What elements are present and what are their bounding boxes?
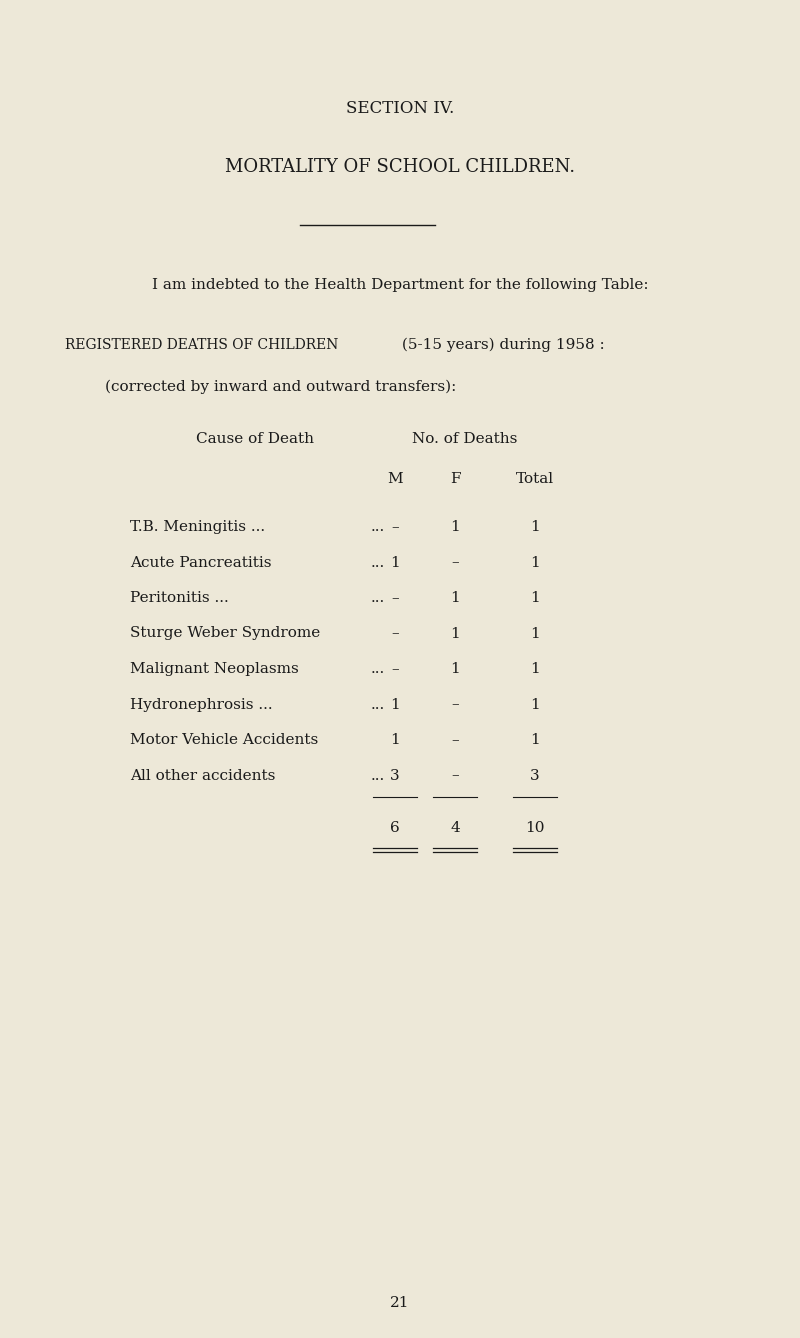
Text: ...: ... xyxy=(370,697,385,712)
Text: –: – xyxy=(451,768,459,783)
Text: All other accidents: All other accidents xyxy=(130,768,275,783)
Text: F: F xyxy=(450,472,460,486)
Text: 6: 6 xyxy=(390,822,400,835)
Text: Sturge Weber Syndrome: Sturge Weber Syndrome xyxy=(130,626,320,641)
Text: –: – xyxy=(451,733,459,747)
Text: REGISTERED DEATHS OF CHILDREN: REGISTERED DEATHS OF CHILDREN xyxy=(65,339,338,352)
Text: Total: Total xyxy=(516,472,554,486)
Text: (corrected by inward and outward transfers):: (corrected by inward and outward transfe… xyxy=(105,380,456,395)
Text: 1: 1 xyxy=(450,520,460,534)
Text: Hydronephrosis ...: Hydronephrosis ... xyxy=(130,697,273,712)
Text: 4: 4 xyxy=(450,822,460,835)
Text: 1: 1 xyxy=(530,697,540,712)
Text: 1: 1 xyxy=(530,591,540,605)
Text: Malignant Neoplasms: Malignant Neoplasms xyxy=(130,662,298,676)
Text: –: – xyxy=(451,555,459,570)
Text: I am indebted to the Health Department for the following Table:: I am indebted to the Health Department f… xyxy=(152,278,648,292)
Text: –: – xyxy=(451,697,459,712)
Text: Peritonitis ...: Peritonitis ... xyxy=(130,591,229,605)
Text: 3: 3 xyxy=(390,768,400,783)
Text: 10: 10 xyxy=(526,822,545,835)
Text: 1: 1 xyxy=(390,733,400,747)
Text: –: – xyxy=(391,591,399,605)
Text: Motor Vehicle Accidents: Motor Vehicle Accidents xyxy=(130,733,318,747)
Text: M: M xyxy=(387,472,403,486)
Text: SECTION IV.: SECTION IV. xyxy=(346,100,454,116)
Text: 1: 1 xyxy=(530,520,540,534)
Text: 1: 1 xyxy=(530,555,540,570)
Text: 1: 1 xyxy=(530,626,540,641)
Text: Cause of Death: Cause of Death xyxy=(196,432,314,446)
Text: 1: 1 xyxy=(530,662,540,676)
Text: ...: ... xyxy=(370,520,385,534)
Text: –: – xyxy=(391,626,399,641)
Text: 1: 1 xyxy=(390,555,400,570)
Text: T.B. Meningitis ...: T.B. Meningitis ... xyxy=(130,520,265,534)
Text: 21: 21 xyxy=(390,1297,410,1310)
Text: –: – xyxy=(391,662,399,676)
Text: ...: ... xyxy=(370,555,385,570)
Text: ...: ... xyxy=(370,768,385,783)
Text: ...: ... xyxy=(370,662,385,676)
Text: 1: 1 xyxy=(390,697,400,712)
Text: No. of Deaths: No. of Deaths xyxy=(412,432,518,446)
Text: 1: 1 xyxy=(450,626,460,641)
Text: –: – xyxy=(391,520,399,534)
Text: MORTALITY OF SCHOOL CHILDREN.: MORTALITY OF SCHOOL CHILDREN. xyxy=(225,158,575,177)
Text: 1: 1 xyxy=(450,591,460,605)
Text: (5-15 years) during 1958 :: (5-15 years) during 1958 : xyxy=(397,339,605,352)
Text: 1: 1 xyxy=(530,733,540,747)
Text: 3: 3 xyxy=(530,768,540,783)
Text: ...: ... xyxy=(370,591,385,605)
Text: Acute Pancreatitis: Acute Pancreatitis xyxy=(130,555,271,570)
Text: 1: 1 xyxy=(450,662,460,676)
